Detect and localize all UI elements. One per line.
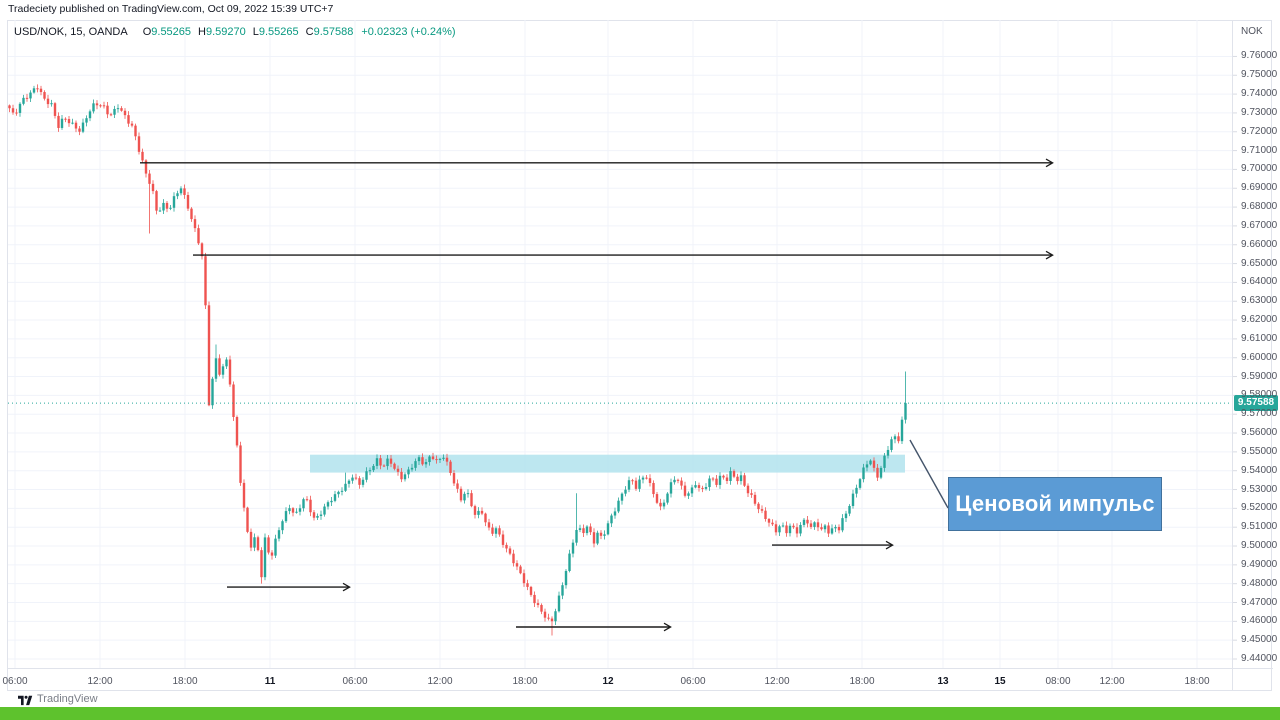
supply-zone[interactable] xyxy=(310,454,905,473)
ohlc-value: 9.55265 xyxy=(151,26,192,38)
tradingview-logo-icon[interactable] xyxy=(18,694,33,706)
symbol-legend[interactable]: USD/NOK, 15, OANDA O9.55265 H9.59270 L9.552… xyxy=(14,26,456,38)
price-tick-label: 9.50000 xyxy=(1241,540,1278,552)
time-tick-label: 18:00 xyxy=(849,676,875,687)
price-tick-label: 9.46000 xyxy=(1241,615,1278,627)
price-tick-label: 9.68000 xyxy=(1241,201,1278,213)
price-tick-label: 9.48000 xyxy=(1241,577,1278,589)
publish-watermark: Tradeciety published on TradingView.com,… xyxy=(8,3,334,15)
last-price-badge: 9.57588 xyxy=(1234,395,1278,412)
price-tick-label: 9.58000 xyxy=(1241,389,1278,401)
price-tick-label: 9.72000 xyxy=(1241,125,1278,137)
time-axis[interactable]: 06:00 12:00 18:00 11 06:00 12:00 18:00 12 06:00 1… xyxy=(0,673,1280,689)
time-tick-label: 06:00 xyxy=(2,676,28,687)
ohlc-value: 9.57588 xyxy=(313,26,354,38)
time-tick-label: 12:00 xyxy=(1099,676,1125,687)
time-tick-label: 12 xyxy=(602,676,614,687)
time-tick-label: 13 xyxy=(937,676,949,687)
price-tick-label: 9.55000 xyxy=(1241,445,1278,457)
price-tick-label: 9.51000 xyxy=(1241,521,1278,533)
price-impulse-callout[interactable]: Ценовой импульс xyxy=(948,477,1162,531)
price-tick-label: 9.64000 xyxy=(1241,276,1278,288)
price-tick-label: 9.54000 xyxy=(1241,464,1278,476)
ohlc-value: 9.59270 xyxy=(205,26,246,38)
time-tick-label: 08:00 xyxy=(1045,676,1071,687)
price-axis-separator xyxy=(1232,20,1233,692)
price-tick-label: 9.60000 xyxy=(1241,351,1278,363)
ohlc-key: C xyxy=(305,26,314,38)
tradingview-logo-text[interactable]: TradingView xyxy=(37,693,98,705)
ohlc-key: O xyxy=(142,26,152,38)
price-tick-label: 9.73000 xyxy=(1241,106,1278,118)
ohlc-values: O9.55265 H9.59270 L9.55265 C9.57588 xyxy=(136,26,354,38)
footer: TradingView xyxy=(0,691,1280,707)
price-tick-label: 9.71000 xyxy=(1241,144,1278,156)
callout-pointer-line[interactable] xyxy=(909,439,949,509)
price-tick-label: 9.75000 xyxy=(1241,69,1278,81)
price-tick-label: 9.47000 xyxy=(1241,596,1278,608)
time-axis-separator xyxy=(7,668,1273,669)
price-tick-label: 9.74000 xyxy=(1241,88,1278,100)
chart-pane-border xyxy=(7,20,1272,691)
grid xyxy=(8,20,1237,668)
price-tick-label: 9.61000 xyxy=(1241,332,1278,344)
price-tick-label: 9.57000 xyxy=(1241,408,1278,420)
time-tick-label: 18:00 xyxy=(172,676,198,687)
price-tick-label: 9.45000 xyxy=(1241,634,1278,646)
currency-label: NOK xyxy=(1241,26,1263,37)
price-tick-label: 9.62000 xyxy=(1241,314,1278,326)
price-axis[interactable]: NOK 9.57588 9.76000 9.75000 9.74000 9.73000… xyxy=(1233,0,1280,720)
price-tick-label: 9.70000 xyxy=(1241,163,1278,175)
time-tick-label: 12:00 xyxy=(764,676,790,687)
price-tick-label: 9.49000 xyxy=(1241,558,1278,570)
price-tick-label: 9.59000 xyxy=(1241,370,1278,382)
ohlc-key: H xyxy=(198,26,206,38)
time-tick-label: 18:00 xyxy=(512,676,538,687)
price-tick-label: 9.56000 xyxy=(1241,427,1278,439)
price-tick-label: 9.52000 xyxy=(1241,502,1278,514)
candlesticks xyxy=(8,84,907,636)
time-tick-label: 12:00 xyxy=(87,676,113,687)
price-change: +0.02323 (+0.24%) xyxy=(361,26,456,38)
price-tick-label: 9.67000 xyxy=(1241,219,1278,231)
price-tick-label: 9.69000 xyxy=(1241,182,1278,194)
price-tick-label: 9.63000 xyxy=(1241,295,1278,307)
time-tick-label: 15 xyxy=(994,676,1006,687)
bottom-green-bar xyxy=(0,707,1280,720)
time-tick-label: 06:00 xyxy=(342,676,368,687)
ohlc-value: 9.55265 xyxy=(258,26,299,38)
price-tick-label: 9.76000 xyxy=(1241,50,1278,62)
price-tick-label: 9.44000 xyxy=(1241,653,1278,664)
symbol-title[interactable]: USD/NOK, 15, OANDA xyxy=(14,26,128,38)
time-tick-label: 11 xyxy=(264,676,276,687)
ohlc-key: L xyxy=(252,26,259,38)
price-tick-label: 9.66000 xyxy=(1241,238,1278,250)
price-tick-label: 9.65000 xyxy=(1241,257,1278,269)
time-tick-label: 06:00 xyxy=(680,676,706,687)
time-tick-label: 18:00 xyxy=(1184,676,1210,687)
price-tick-label: 9.53000 xyxy=(1241,483,1278,495)
time-tick-label: 12:00 xyxy=(427,676,453,687)
